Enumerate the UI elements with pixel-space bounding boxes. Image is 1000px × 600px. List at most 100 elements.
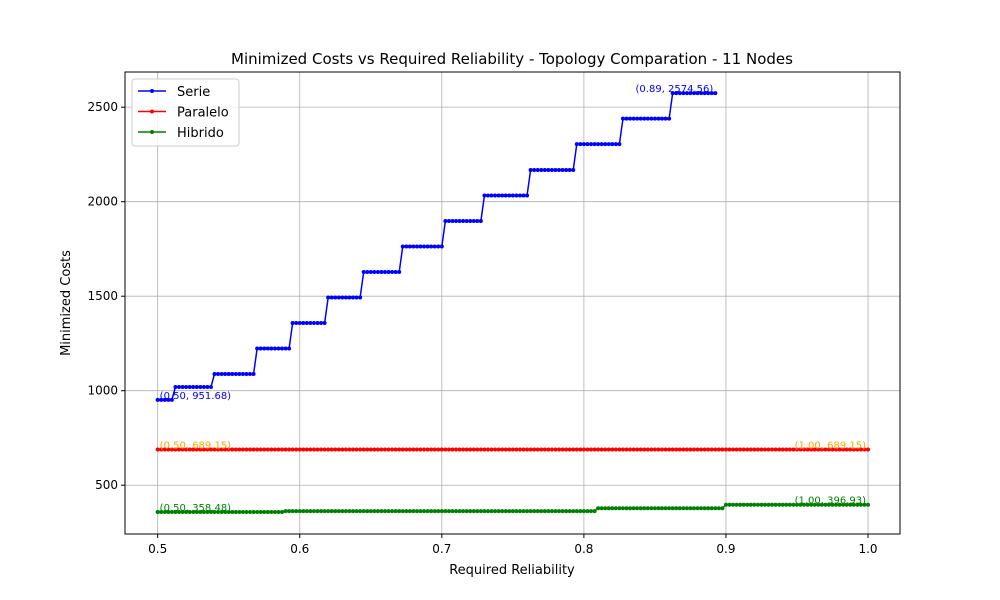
- data-point-serie: [194, 384, 199, 389]
- data-point-paralelo: [404, 447, 409, 452]
- legend-marker-paralelo: [150, 109, 154, 114]
- data-point-paralelo: [528, 447, 533, 452]
- data-point-hibrido: [773, 502, 778, 507]
- data-point-paralelo: [184, 447, 189, 452]
- data-point-hibrido: [766, 502, 771, 507]
- series-layer: [155, 91, 871, 514]
- data-point-serie: [485, 193, 490, 198]
- data-point-hibrido: [546, 509, 551, 514]
- data-point-hibrido: [667, 506, 672, 511]
- data-point-paralelo: [375, 447, 380, 452]
- data-point-paralelo: [635, 447, 640, 452]
- data-point-serie: [180, 384, 185, 389]
- data-point-serie: [635, 116, 640, 121]
- data-point-serie: [496, 193, 501, 198]
- data-point-paralelo: [393, 447, 398, 452]
- data-point-paralelo: [745, 447, 750, 452]
- data-point-hibrido: [503, 509, 508, 514]
- data-point-serie: [507, 193, 512, 198]
- data-point-serie: [628, 116, 633, 121]
- data-point-hibrido: [169, 509, 174, 514]
- data-point-hibrido: [784, 502, 789, 507]
- data-point-paralelo: [557, 447, 562, 452]
- data-point-paralelo: [819, 447, 824, 452]
- data-point-serie: [567, 168, 572, 173]
- data-point-hibrido: [812, 502, 817, 507]
- x-axis-label: Required Reliability: [449, 563, 575, 578]
- data-point-hibrido: [826, 502, 831, 507]
- data-point-hibrido: [485, 509, 490, 514]
- data-point-paralelo: [471, 447, 476, 452]
- data-point-hibrido: [436, 509, 441, 514]
- data-point-paralelo: [287, 447, 292, 452]
- data-point-paralelo: [652, 447, 657, 452]
- data-point-hibrido: [699, 506, 704, 511]
- data-point-hibrido: [343, 509, 348, 514]
- data-point-hibrido: [585, 509, 590, 514]
- data-point-paralelo: [645, 447, 650, 452]
- data-point-hibrido: [198, 509, 203, 514]
- data-point-hibrido: [475, 509, 480, 514]
- data-point-serie: [681, 91, 686, 96]
- data-point-serie: [294, 321, 299, 326]
- data-point-paralelo: [709, 447, 714, 452]
- data-point-paralelo: [414, 447, 419, 452]
- data-point-hibrido: [670, 506, 675, 511]
- data-point-hibrido: [596, 506, 601, 511]
- data-point-serie: [670, 91, 675, 96]
- data-point-hibrido: [223, 509, 228, 514]
- data-point-hibrido: [681, 506, 686, 511]
- data-point-paralelo: [592, 447, 597, 452]
- data-point-serie: [176, 384, 181, 389]
- data-point-hibrido: [855, 502, 860, 507]
- data-point-hibrido: [741, 502, 746, 507]
- data-point-paralelo: [358, 447, 363, 452]
- data-point-hibrido: [802, 502, 807, 507]
- data-point-serie: [205, 384, 210, 389]
- data-point-serie: [301, 321, 306, 326]
- data-point-paralelo: [482, 447, 487, 452]
- data-point-paralelo: [684, 447, 689, 452]
- data-point-paralelo: [237, 447, 242, 452]
- data-point-hibrido: [489, 509, 494, 514]
- data-point-paralelo: [244, 447, 249, 452]
- y-tick-label: 2500: [87, 100, 118, 114]
- data-point-hibrido: [592, 509, 597, 514]
- data-point-serie: [255, 346, 260, 351]
- data-point-hibrido: [777, 502, 782, 507]
- data-point-serie: [553, 168, 558, 173]
- data-point-paralelo: [581, 447, 586, 452]
- grid-lines: [125, 72, 900, 534]
- data-point-serie: [464, 219, 469, 224]
- data-point-paralelo: [674, 447, 679, 452]
- data-point-hibrido: [176, 509, 181, 514]
- data-point-paralelo: [706, 447, 711, 452]
- data-point-serie: [457, 219, 462, 224]
- data-point-serie: [532, 168, 537, 173]
- data-point-paralelo: [457, 447, 462, 452]
- data-point-hibrido: [464, 509, 469, 514]
- data-point-serie: [372, 269, 377, 274]
- data-point-hibrido: [340, 509, 345, 514]
- data-point-serie: [322, 321, 327, 326]
- data-point-hibrido: [461, 509, 466, 514]
- y-tick-label: 1500: [87, 289, 118, 303]
- data-point-serie: [631, 116, 636, 121]
- data-point-serie: [340, 295, 345, 300]
- data-point-paralelo: [741, 447, 746, 452]
- data-point-hibrido: [507, 509, 512, 514]
- data-point-serie: [638, 116, 643, 121]
- data-point-serie: [585, 142, 590, 147]
- annotation-label: (0.50, 689.15): [160, 440, 232, 451]
- data-point-paralelo: [315, 447, 320, 452]
- data-point-hibrido: [727, 502, 732, 507]
- data-point-paralelo: [411, 447, 416, 452]
- legend-marker-serie: [150, 89, 154, 93]
- data-point-serie: [248, 371, 253, 376]
- data-point-paralelo: [667, 447, 672, 452]
- data-point-paralelo: [525, 447, 530, 452]
- data-point-hibrido: [553, 509, 558, 514]
- data-point-paralelo: [162, 447, 167, 452]
- data-point-serie: [549, 168, 554, 173]
- data-point-hibrido: [571, 509, 576, 514]
